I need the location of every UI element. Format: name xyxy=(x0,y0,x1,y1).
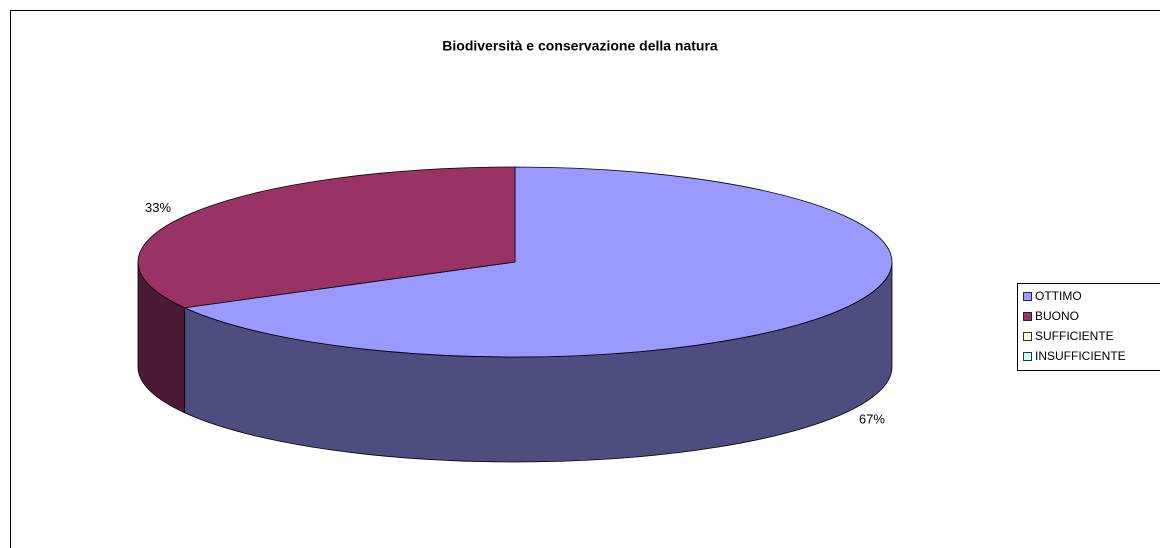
legend-label: OTTIMO xyxy=(1035,289,1082,303)
legend-label: BUONO xyxy=(1035,309,1079,323)
legend-label: INSUFFICIENTE xyxy=(1035,349,1126,363)
legend-label: SUFFICIENTE xyxy=(1035,329,1114,343)
legend-swatch xyxy=(1023,312,1032,321)
data-label: 33% xyxy=(145,200,171,215)
chart-title: Biodiversità e conservazione della natur… xyxy=(442,38,718,54)
legend-swatch xyxy=(1023,332,1032,341)
slice xyxy=(183,166,893,358)
legend-box xyxy=(1017,283,1160,371)
legend-swatch xyxy=(1023,352,1032,361)
data-label: 67% xyxy=(859,412,885,427)
legend-swatch xyxy=(1023,292,1032,301)
slice xyxy=(137,166,516,309)
